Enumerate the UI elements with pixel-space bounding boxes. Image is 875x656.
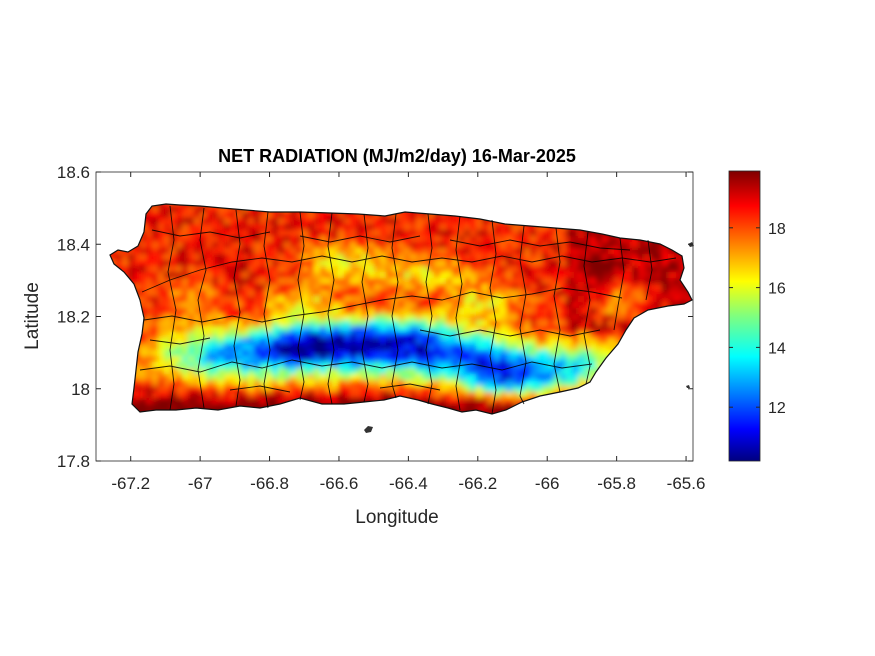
x-tick-label: -66 [535, 474, 560, 493]
x-axis-label: Longitude [355, 507, 438, 528]
y-tick-label: 17.8 [57, 452, 90, 471]
municipality-border [263, 211, 271, 409]
colorbar-tick-label: 14 [768, 340, 786, 357]
colorbar-tick-label: 12 [768, 400, 786, 417]
heatmap-layer [110, 204, 692, 414]
municipality-border [361, 213, 369, 403]
municipality-border [613, 237, 625, 331]
municipality-border [645, 239, 653, 301]
municipality-border [149, 337, 211, 345]
small-island [686, 385, 690, 388]
municipality-border [553, 227, 561, 393]
municipality-border [167, 205, 177, 411]
x-tick-label: -67 [188, 474, 213, 493]
chart-title: NET RADIATION (MJ/m2/day) 16-Mar-2025 [218, 146, 576, 166]
y-tick-label: 18.6 [57, 163, 90, 182]
y-tick-label: 18.2 [57, 308, 90, 327]
municipality-border [425, 213, 433, 405]
colorbar-axis: 12 14 16 18 [729, 221, 786, 417]
x-tick-label: -65.6 [667, 474, 706, 493]
y-axis-label: Latitude [22, 282, 43, 350]
municipality-border [327, 212, 335, 405]
y-axis: 17.8 18 18.2 18.4 18.6 [57, 163, 693, 471]
municipality-border [455, 215, 463, 411]
x-tick-label: -66.6 [320, 474, 359, 493]
colorbar-tick-label: 18 [768, 221, 786, 238]
municipality-border [419, 329, 601, 337]
municipality-border [489, 219, 497, 415]
x-tick-label: -65.8 [597, 474, 636, 493]
colorbar [728, 170, 761, 462]
small-island [364, 426, 373, 433]
municipality-border [197, 207, 207, 409]
municipality-border [297, 211, 305, 401]
y-tick-label: 18 [71, 380, 90, 399]
municipality-border [233, 209, 241, 407]
municipality-border [379, 383, 441, 391]
municipality-border [391, 213, 399, 399]
municipality-border [141, 255, 677, 293]
municipality-border [519, 225, 527, 405]
municipality-border [299, 235, 421, 243]
municipality-border [139, 359, 593, 373]
municipality-border [449, 239, 631, 251]
colorbar-tick-label: 16 [768, 281, 786, 298]
municipality-border [583, 231, 591, 385]
municipality-borders [139, 205, 677, 415]
x-tick-label: -66.2 [458, 474, 497, 493]
municipality-border [143, 287, 623, 323]
x-tick-label: -67.2 [111, 474, 150, 493]
municipality-border [229, 385, 291, 393]
y-tick-label: 18.4 [57, 235, 90, 254]
x-axis: -67.2 -67 -66.8 -66.6 -66.4 -66.2 -66 -65.8 -65.… [111, 172, 705, 493]
island-coastline [109, 203, 693, 415]
x-tick-label: -66.4 [389, 474, 428, 493]
x-tick-label: -66.8 [250, 474, 289, 493]
municipality-border [151, 229, 271, 239]
